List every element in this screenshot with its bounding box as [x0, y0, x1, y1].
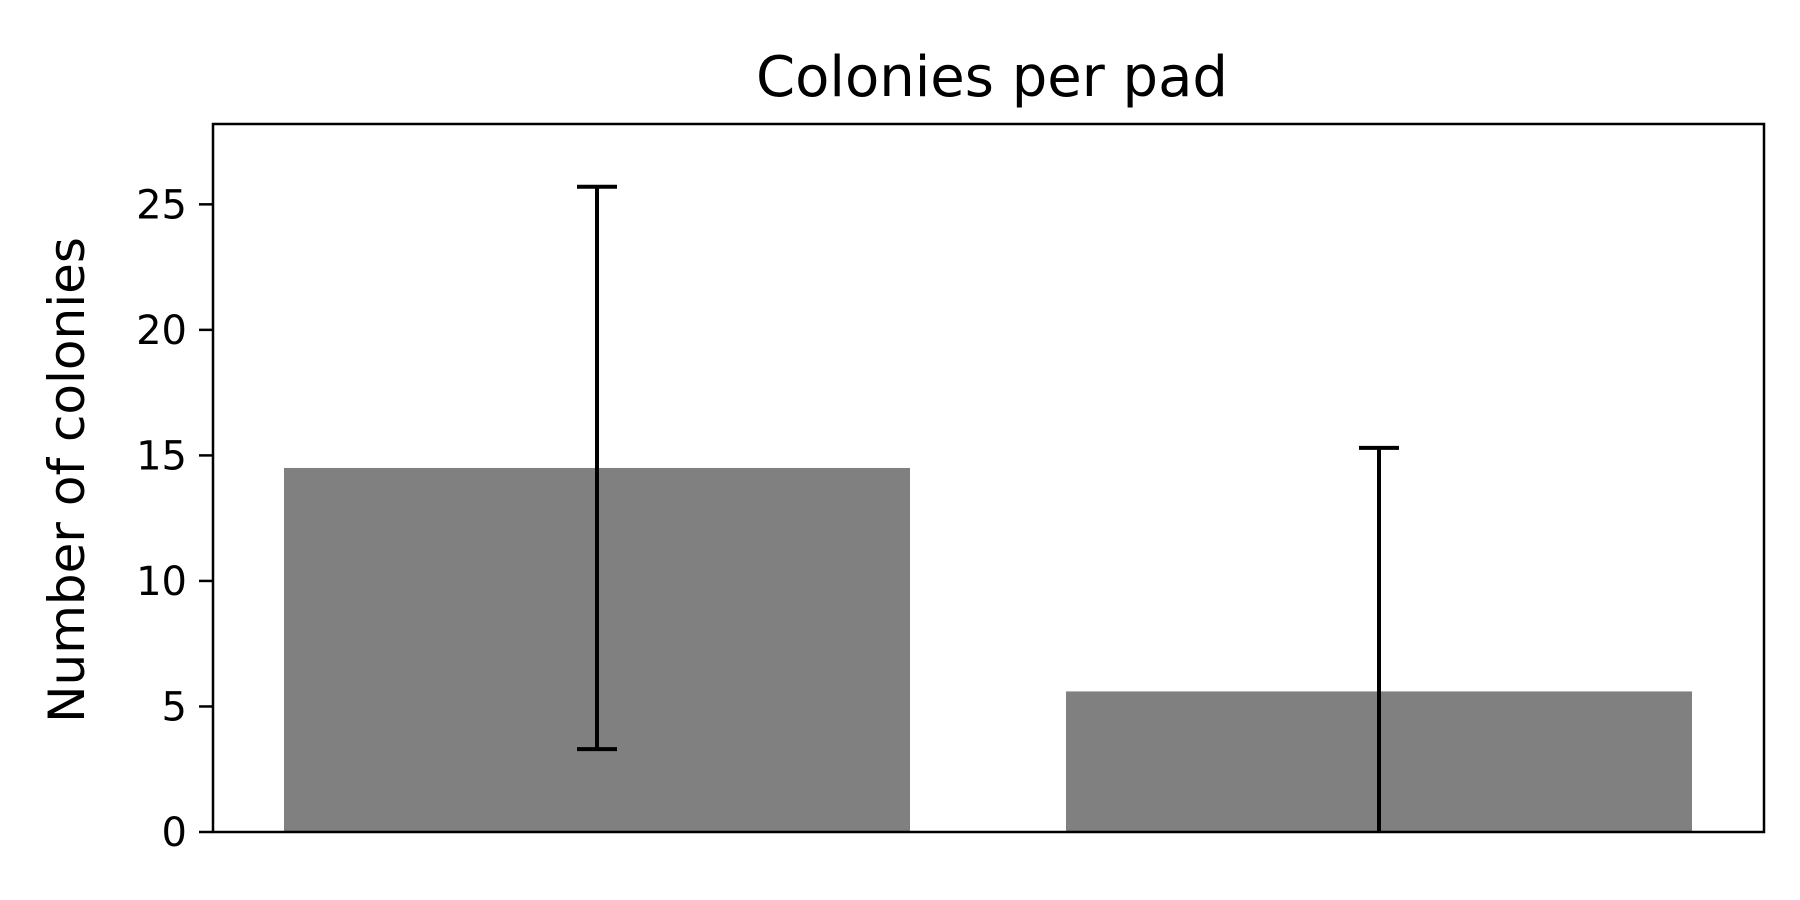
y-tick-label: 10: [136, 559, 187, 605]
error-bars-group: [577, 184, 1399, 832]
chart-title: Colonies per pad: [756, 45, 1228, 110]
plot-frame: [211, 122, 1766, 834]
y-tick-label: 15: [136, 433, 187, 479]
y-tick-label: 0: [162, 810, 187, 856]
y-ticks-group: 0 5 10 15 20 25: [136, 182, 213, 856]
y-axis-label: Number of colonies: [38, 237, 96, 723]
y-tick-label: 20: [136, 308, 187, 354]
y-tick-label: 5: [162, 684, 187, 730]
y-tick-label: 25: [136, 182, 187, 228]
